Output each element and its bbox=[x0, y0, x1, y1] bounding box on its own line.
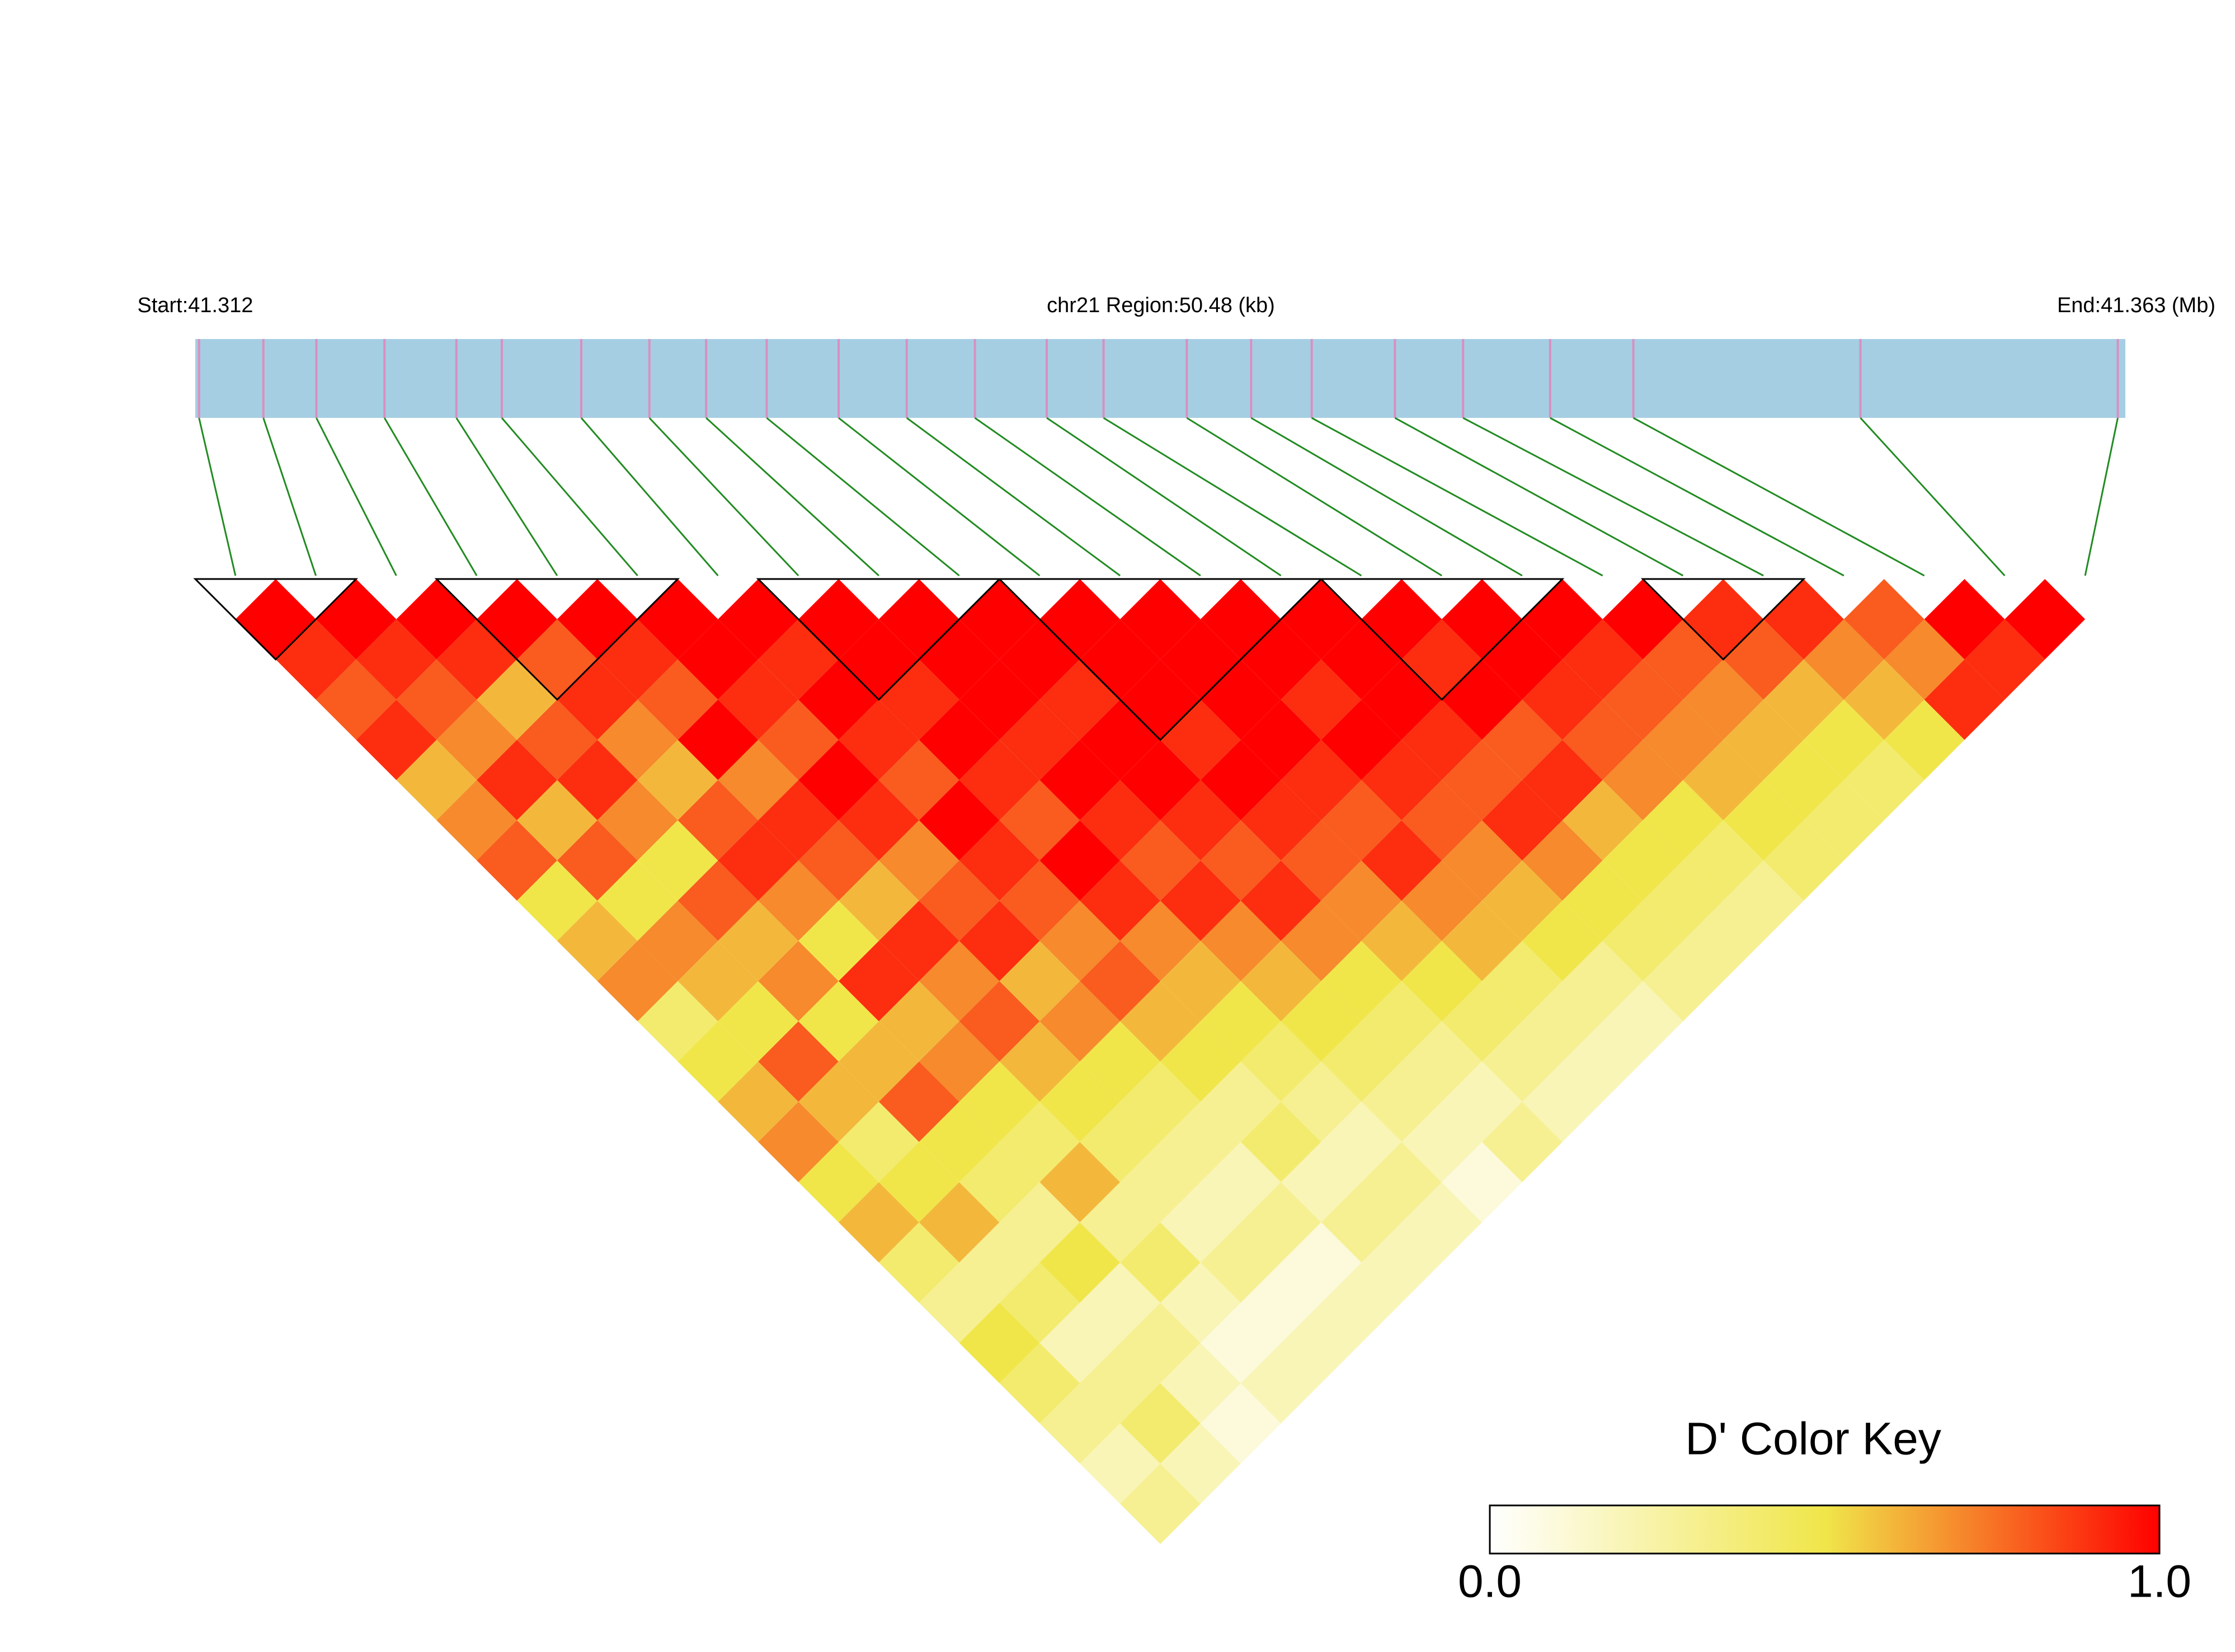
snp-connector bbox=[501, 417, 638, 576]
snp-connector bbox=[766, 417, 960, 577]
snp-connector bbox=[2084, 417, 2119, 576]
ld-block bbox=[1640, 578, 1806, 661]
snp-connector bbox=[974, 417, 1201, 577]
snp-connector bbox=[648, 417, 799, 577]
snp-connector bbox=[262, 417, 317, 576]
ld-block bbox=[1319, 578, 1565, 701]
snp-connector bbox=[1462, 417, 1764, 577]
snp-connector bbox=[1860, 417, 2006, 577]
key-tick-label: 0.0 bbox=[1458, 1556, 1522, 1607]
key-tick-label: 1.0 bbox=[2128, 1556, 2191, 1607]
snp-connector bbox=[383, 417, 478, 576]
snp-connector bbox=[906, 417, 1121, 577]
snp-connector bbox=[1250, 417, 1523, 577]
key-title: D' Color Key bbox=[1685, 1414, 1941, 1465]
snp-connector bbox=[580, 417, 719, 576]
snp-connector bbox=[198, 417, 237, 576]
snp-connector bbox=[1186, 417, 1442, 577]
ld-block bbox=[756, 578, 1002, 701]
snp-connector bbox=[1311, 417, 1603, 577]
ld-cell bbox=[2005, 579, 2086, 660]
ld-block bbox=[193, 578, 359, 661]
region-label: chr21 Region:50.48 (kb) bbox=[1047, 294, 1275, 317]
snp-connector bbox=[1103, 417, 1362, 577]
snp-connector bbox=[1394, 417, 1684, 577]
snp-connector bbox=[316, 417, 397, 576]
ld-block bbox=[997, 578, 1324, 741]
end-label: End:41.363 (Mb) bbox=[2057, 294, 2215, 317]
snp-connector bbox=[705, 417, 879, 577]
ld-block bbox=[434, 578, 680, 701]
position-bar bbox=[195, 339, 2125, 418]
start-label: Start:41.312 bbox=[137, 294, 253, 317]
snp-connector bbox=[1632, 417, 1925, 577]
snp-connector bbox=[1550, 417, 1845, 577]
snp-connector bbox=[455, 417, 558, 576]
snp-connector bbox=[1046, 417, 1282, 577]
snp-connector bbox=[838, 417, 1041, 577]
color-key bbox=[1489, 1504, 2161, 1555]
